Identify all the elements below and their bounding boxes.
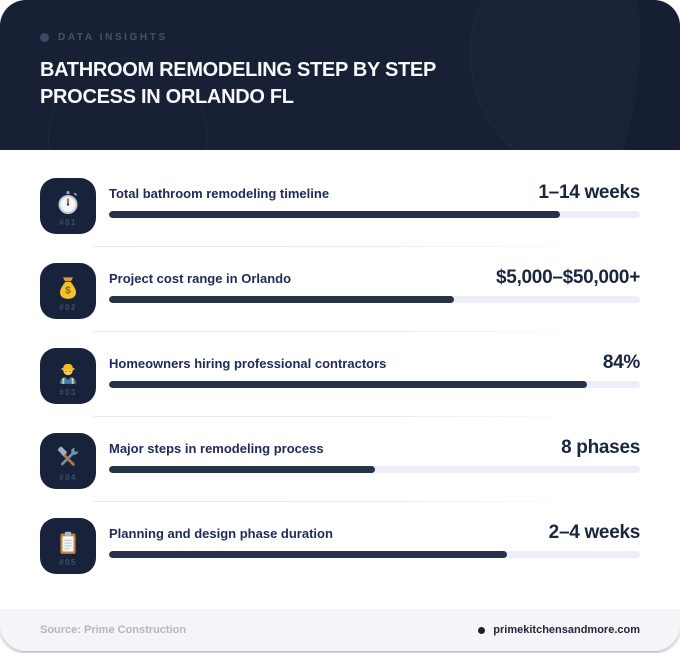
stat-value: $5,000–$50,000+ bbox=[496, 267, 640, 288]
stat-value: 84% bbox=[602, 352, 640, 373]
progress-bar-fill bbox=[109, 381, 587, 388]
row-divider bbox=[94, 246, 640, 247]
stat-row: $ #02 Project cost range in Orlando $5,0… bbox=[40, 263, 640, 319]
stat-row: #01 Total bathroom remodeling timeline 1… bbox=[40, 178, 640, 234]
row-divider bbox=[94, 331, 640, 332]
stat-number: #01 bbox=[59, 217, 77, 227]
clipboard-icon bbox=[55, 530, 81, 556]
header: DATA INSIGHTS BATHROOM REMODELING STEP B… bbox=[0, 0, 680, 150]
stat-value: 8 phases bbox=[561, 437, 640, 458]
page-title-line1: BATHROOM REMODELING STEP BY STEP bbox=[40, 59, 436, 81]
row-divider bbox=[94, 501, 640, 502]
stat-number: #02 bbox=[59, 302, 77, 312]
stat-icon-tile: #04 bbox=[40, 433, 96, 489]
stat-row: #03 Homeowners hiring professional contr… bbox=[40, 348, 640, 404]
progress-bar-track bbox=[109, 381, 640, 388]
bullet-dot-icon bbox=[40, 33, 49, 42]
construction-worker-icon bbox=[55, 360, 81, 386]
progress-bar-track bbox=[109, 211, 640, 218]
stat-number: #04 bbox=[59, 472, 77, 482]
stopwatch-icon bbox=[55, 190, 81, 216]
row-divider bbox=[94, 416, 640, 417]
source-attribution: Source: Prime Construction bbox=[40, 624, 187, 636]
stats-list: #01 Total bathroom remodeling timeline 1… bbox=[0, 150, 680, 609]
progress-bar-fill bbox=[109, 211, 561, 218]
eyebrow-label: DATA INSIGHTS bbox=[58, 32, 168, 43]
progress-bar-track bbox=[109, 466, 640, 473]
stat-row: #05 Planning and design phase duration 2… bbox=[40, 518, 640, 574]
progress-bar-track bbox=[109, 551, 640, 558]
stat-icon-tile: #01 bbox=[40, 178, 96, 234]
stat-label: Planning and design phase duration bbox=[109, 526, 333, 541]
svg-text:$: $ bbox=[65, 285, 71, 296]
bullet-dot-icon bbox=[478, 626, 486, 634]
stat-label: Homeowners hiring professional contracto… bbox=[109, 356, 387, 371]
stat-label: Project cost range in Orlando bbox=[109, 271, 292, 286]
page-title: BATHROOM REMODELING STEP BY STEP PROCESS… bbox=[40, 57, 640, 111]
stat-number: #05 bbox=[59, 557, 77, 567]
progress-bar-fill bbox=[109, 466, 375, 473]
eyebrow: DATA INSIGHTS bbox=[40, 32, 640, 43]
stat-value: 2–4 weeks bbox=[548, 522, 641, 543]
footer: Source: Prime Construction primekitchens… bbox=[0, 609, 680, 651]
stat-row: #04 Major steps in remodeling process 8 … bbox=[40, 433, 640, 489]
stat-icon-tile: #03 bbox=[40, 348, 96, 404]
stat-number: #03 bbox=[59, 387, 77, 397]
hammer-wrench-icon bbox=[55, 445, 81, 471]
website-link[interactable]: primekitchensandmore.com bbox=[478, 624, 640, 636]
stat-icon-tile: #05 bbox=[40, 518, 96, 574]
stat-label: Total bathroom remodeling timeline bbox=[109, 186, 330, 201]
progress-bar-track bbox=[109, 296, 640, 303]
stat-icon-tile: $ #02 bbox=[40, 263, 96, 319]
page-title-line2: PROCESS IN ORLANDO FL bbox=[40, 86, 294, 108]
stat-value: 1–14 weeks bbox=[538, 182, 640, 203]
money-bag-icon: $ bbox=[55, 275, 81, 301]
website-label: primekitchensandmore.com bbox=[493, 624, 640, 636]
progress-bar-fill bbox=[109, 551, 508, 558]
progress-bar-fill bbox=[109, 296, 455, 303]
stat-label: Major steps in remodeling process bbox=[109, 441, 324, 456]
